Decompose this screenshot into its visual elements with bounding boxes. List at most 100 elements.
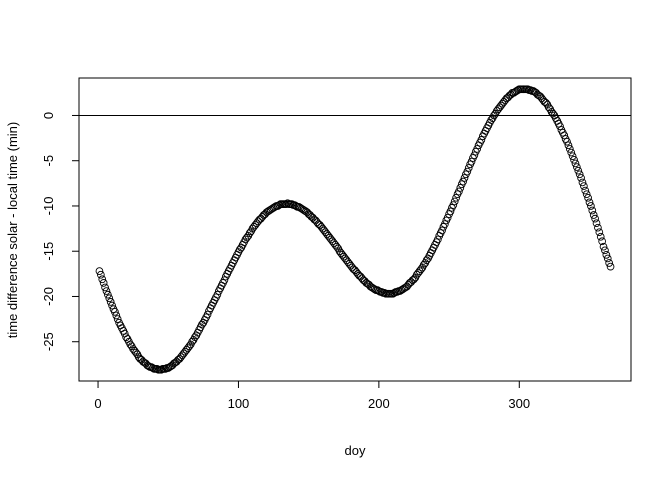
point bbox=[310, 215, 319, 224]
point bbox=[185, 342, 194, 351]
point bbox=[560, 131, 569, 140]
point bbox=[191, 333, 199, 342]
point bbox=[255, 215, 264, 224]
point bbox=[407, 278, 416, 286]
point bbox=[243, 233, 251, 242]
point bbox=[456, 184, 465, 192]
point bbox=[410, 275, 418, 284]
point bbox=[601, 246, 609, 255]
point bbox=[477, 136, 486, 144]
x-tick-label: 200 bbox=[368, 396, 390, 411]
point bbox=[591, 214, 599, 223]
point bbox=[567, 148, 576, 157]
point bbox=[314, 220, 323, 228]
point bbox=[577, 174, 585, 182]
point bbox=[198, 320, 206, 329]
point bbox=[544, 103, 553, 112]
point bbox=[464, 164, 473, 172]
point bbox=[174, 355, 182, 364]
point bbox=[112, 311, 121, 320]
point bbox=[605, 259, 614, 267]
point bbox=[505, 91, 514, 100]
point bbox=[581, 186, 590, 195]
point bbox=[580, 182, 588, 190]
point bbox=[573, 163, 581, 171]
point bbox=[101, 283, 109, 292]
point bbox=[501, 96, 510, 104]
x-tick-label: 0 bbox=[94, 396, 101, 411]
x-tick-label: 300 bbox=[508, 396, 530, 411]
y-tick-label: -25 bbox=[41, 332, 56, 351]
point bbox=[588, 206, 597, 215]
y-tick-label: -5 bbox=[41, 155, 56, 167]
point bbox=[213, 290, 222, 299]
point bbox=[587, 202, 595, 210]
point bbox=[258, 212, 267, 221]
point bbox=[96, 270, 105, 279]
point bbox=[236, 245, 244, 254]
point bbox=[349, 265, 358, 274]
point bbox=[582, 190, 591, 199]
plot-box bbox=[78, 77, 632, 382]
point bbox=[122, 333, 130, 342]
point bbox=[568, 152, 577, 161]
point bbox=[487, 116, 496, 124]
point bbox=[599, 242, 608, 251]
point bbox=[419, 260, 428, 269]
point bbox=[460, 174, 469, 182]
point bbox=[95, 267, 104, 275]
y-tick-label: -15 bbox=[41, 242, 56, 261]
point bbox=[358, 274, 366, 283]
point bbox=[473, 145, 482, 153]
point bbox=[449, 201, 458, 209]
point bbox=[603, 254, 612, 263]
point bbox=[99, 279, 108, 287]
point bbox=[595, 228, 604, 237]
point bbox=[585, 198, 594, 207]
point bbox=[549, 109, 557, 118]
point bbox=[596, 232, 605, 241]
point bbox=[540, 98, 549, 106]
point bbox=[459, 177, 467, 186]
point bbox=[490, 111, 498, 120]
point bbox=[111, 308, 119, 316]
point bbox=[313, 218, 321, 227]
point bbox=[303, 208, 312, 217]
point bbox=[542, 98, 550, 107]
x-tick-label: 100 bbox=[228, 396, 250, 411]
point bbox=[306, 211, 314, 219]
point bbox=[203, 310, 212, 319]
point bbox=[463, 167, 472, 176]
point bbox=[570, 155, 578, 164]
y-tick-label: 0 bbox=[41, 112, 56, 119]
point bbox=[443, 213, 452, 222]
point bbox=[455, 187, 463, 196]
point bbox=[565, 145, 574, 153]
point bbox=[126, 340, 135, 349]
point bbox=[571, 159, 580, 168]
point bbox=[408, 276, 417, 285]
point bbox=[113, 315, 122, 323]
point bbox=[188, 337, 196, 346]
point bbox=[575, 170, 584, 179]
y-tick-label: -20 bbox=[41, 287, 56, 306]
point bbox=[606, 262, 615, 271]
point bbox=[539, 96, 548, 104]
point bbox=[504, 93, 512, 102]
point bbox=[556, 122, 564, 131]
point bbox=[106, 298, 115, 306]
point bbox=[245, 229, 254, 237]
point bbox=[450, 197, 459, 206]
y-axis-label: time difference solar - local time (min) bbox=[5, 122, 20, 339]
point bbox=[102, 287, 111, 295]
point bbox=[594, 223, 602, 232]
point bbox=[452, 193, 460, 202]
point bbox=[563, 137, 571, 146]
point bbox=[589, 211, 598, 219]
point bbox=[404, 280, 413, 289]
point bbox=[353, 269, 362, 278]
point bbox=[535, 91, 543, 100]
point bbox=[592, 219, 601, 228]
